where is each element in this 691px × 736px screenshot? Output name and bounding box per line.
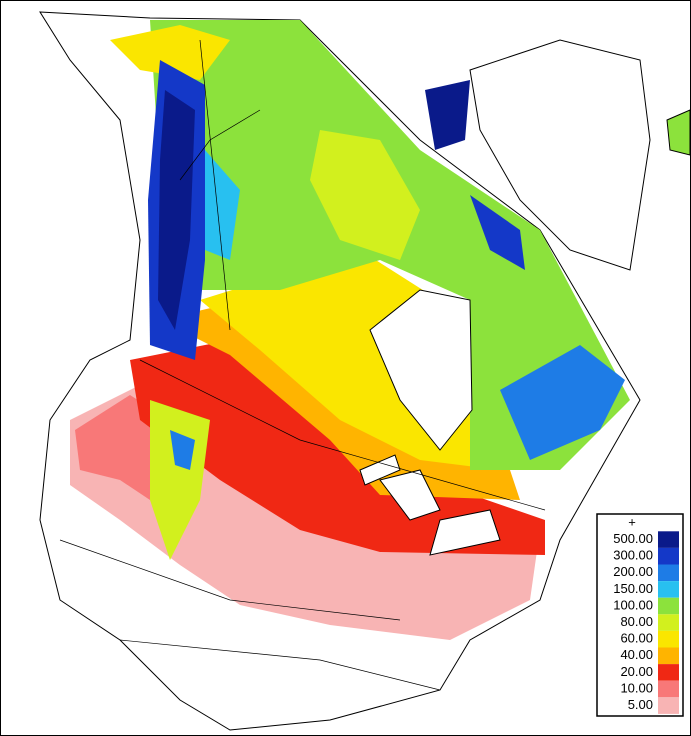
map-body <box>39 11 691 731</box>
legend-label: 150.00 <box>613 581 653 596</box>
legend-top-label: + <box>628 514 636 529</box>
legend-swatch <box>658 547 679 565</box>
legend-swatch <box>658 581 679 598</box>
legend-swatch <box>658 531 679 548</box>
legend-label: 20.00 <box>620 664 653 679</box>
legend-label: 5.00 <box>628 697 653 712</box>
legend-swatch <box>658 564 679 582</box>
legend-swatch <box>658 664 679 681</box>
legend-label: 100.00 <box>613 597 653 612</box>
legend-label: 500.00 <box>613 531 653 546</box>
legend-swatch <box>658 680 679 698</box>
legend-label: 300.00 <box>613 548 653 563</box>
legend-label: 10.00 <box>620 680 653 695</box>
legend-swatch <box>658 597 679 615</box>
legend-label: 200.00 <box>613 564 653 579</box>
legend-swatch <box>658 630 679 648</box>
legend-swatch <box>658 647 679 665</box>
legend-label: 40.00 <box>620 647 653 662</box>
legend-swatch <box>658 697 679 714</box>
legend-swatch <box>658 614 679 631</box>
legend-label: 80.00 <box>620 614 653 629</box>
legend-label: 60.00 <box>620 631 653 646</box>
